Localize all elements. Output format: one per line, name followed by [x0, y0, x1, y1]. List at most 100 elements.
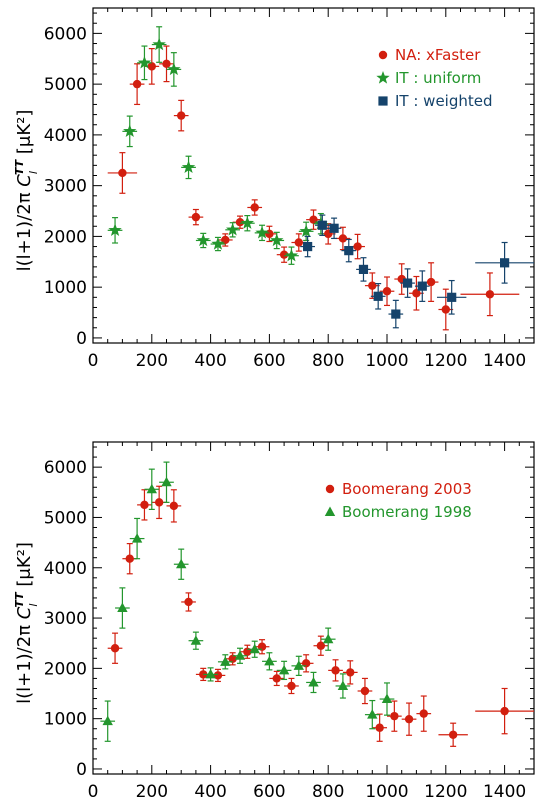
series-na-xfaster — [107, 45, 520, 331]
x-tick-label: 1400 — [483, 351, 526, 371]
y-tick-label: 2000 — [44, 227, 87, 247]
data-point — [225, 222, 240, 236]
x-tick-label: 600 — [253, 782, 285, 799]
data-point — [448, 730, 458, 739]
data-point — [272, 674, 281, 683]
y-axis-label-sub: l — [27, 171, 40, 174]
data-point — [373, 291, 383, 301]
data-point — [181, 160, 196, 174]
y-tick-label: 3000 — [44, 177, 87, 197]
data-point — [235, 217, 245, 227]
legend-label: Boomerang 1998 — [342, 503, 472, 521]
x-tick-label: 800 — [312, 782, 344, 799]
y-tick-label: 5000 — [44, 75, 87, 95]
data-point — [279, 250, 289, 259]
data-point — [360, 686, 370, 696]
legend-label: NA: xFaster — [395, 46, 481, 64]
data-point — [344, 246, 354, 256]
data-point — [137, 55, 152, 69]
data-point — [375, 723, 384, 732]
data-point — [316, 641, 326, 650]
y-tick-label: 5000 — [44, 508, 87, 528]
data-point — [287, 681, 296, 691]
x-tick-label: 1400 — [483, 782, 526, 799]
legend-marker — [378, 96, 388, 106]
data-point — [426, 277, 436, 287]
data-point — [220, 656, 231, 666]
y-tick-label: 0 — [76, 329, 87, 349]
series-it-uniform — [107, 26, 329, 265]
data-point — [250, 203, 259, 212]
data-point — [211, 237, 225, 250]
series-boomerang-2003 — [107, 485, 534, 747]
data-point — [441, 305, 450, 314]
y-tick-label: 1000 — [44, 278, 87, 298]
data-point — [329, 223, 339, 233]
y-axis-label-units: [μK²] — [14, 542, 35, 592]
data-point — [303, 241, 313, 252]
data-point — [249, 643, 260, 654]
data-point — [176, 558, 187, 569]
data-point — [240, 216, 255, 229]
y-axis-label-units: [μK²] — [14, 110, 35, 160]
data-point — [381, 693, 393, 704]
data-point — [132, 79, 142, 89]
data-point — [270, 233, 284, 247]
y-tick-label: 3000 — [44, 609, 87, 629]
data-point — [140, 500, 149, 510]
data-point — [337, 680, 349, 690]
data-point — [412, 289, 421, 298]
x-tick-label: 1000 — [365, 782, 408, 799]
legend: NA: xFaster IT : uniform IT : weighted — [376, 46, 493, 110]
data-point — [417, 281, 427, 291]
data-point — [331, 666, 340, 675]
y-tick-label: 6000 — [44, 458, 87, 478]
y-axis-label: l(l+1)/2π ClTT [μK²] — [13, 110, 40, 272]
data-point — [278, 664, 290, 675]
data-point — [500, 258, 510, 268]
data-point — [117, 602, 128, 612]
data-point — [368, 281, 377, 290]
data-point — [191, 212, 201, 222]
data-point — [367, 709, 378, 719]
data-point — [500, 706, 509, 716]
data-point — [228, 654, 237, 664]
legend-marker — [378, 50, 388, 60]
y-axis-label-left: l(l+1)/2π — [14, 187, 35, 272]
x-tick-label: 400 — [194, 351, 226, 371]
top-panel: 0 200 400 600 800 1000 1200 1400 0 1000 2000 3000 40… — [13, 7, 535, 371]
x-tick-label: 1000 — [365, 351, 408, 371]
y-axis-label-left: l(l+1)/2π — [14, 619, 35, 704]
series-boomerang-1998 — [100, 461, 395, 742]
data-point — [358, 264, 369, 275]
data-point — [317, 220, 327, 230]
legend-marker — [325, 484, 335, 494]
y-tick-label: 1000 — [44, 710, 87, 730]
y-tick-label: 6000 — [44, 24, 87, 44]
data-point — [338, 234, 348, 243]
data-point — [118, 168, 127, 178]
data-point — [485, 290, 495, 299]
y-tick-label: 2000 — [44, 659, 87, 679]
x-tick-label: 800 — [312, 351, 344, 371]
data-point — [196, 233, 210, 247]
data-point — [294, 238, 303, 247]
series-it-weighted — [300, 214, 534, 329]
data-point — [125, 554, 134, 563]
legend-label: IT : uniform — [395, 69, 481, 87]
data-point — [390, 711, 399, 721]
bottom-panel: 0 200 400 600 800 1000 1200 1400 0 1000 2000 3000 40… — [13, 441, 535, 799]
legend: Boomerang 2003 Boomerang 1998 — [324, 480, 472, 521]
legend-label: IT : weighted — [395, 92, 493, 110]
x-tick-label: 0 — [88, 351, 99, 371]
x-tick-label: 1200 — [424, 351, 467, 371]
data-point — [264, 655, 275, 666]
y-tick-label: 0 — [76, 760, 87, 780]
data-point — [382, 287, 392, 296]
data-point — [404, 714, 414, 724]
data-point — [447, 292, 457, 302]
legend-marker — [324, 506, 336, 516]
data-point — [190, 635, 202, 645]
y-axis-label-sup: TT — [13, 158, 26, 175]
